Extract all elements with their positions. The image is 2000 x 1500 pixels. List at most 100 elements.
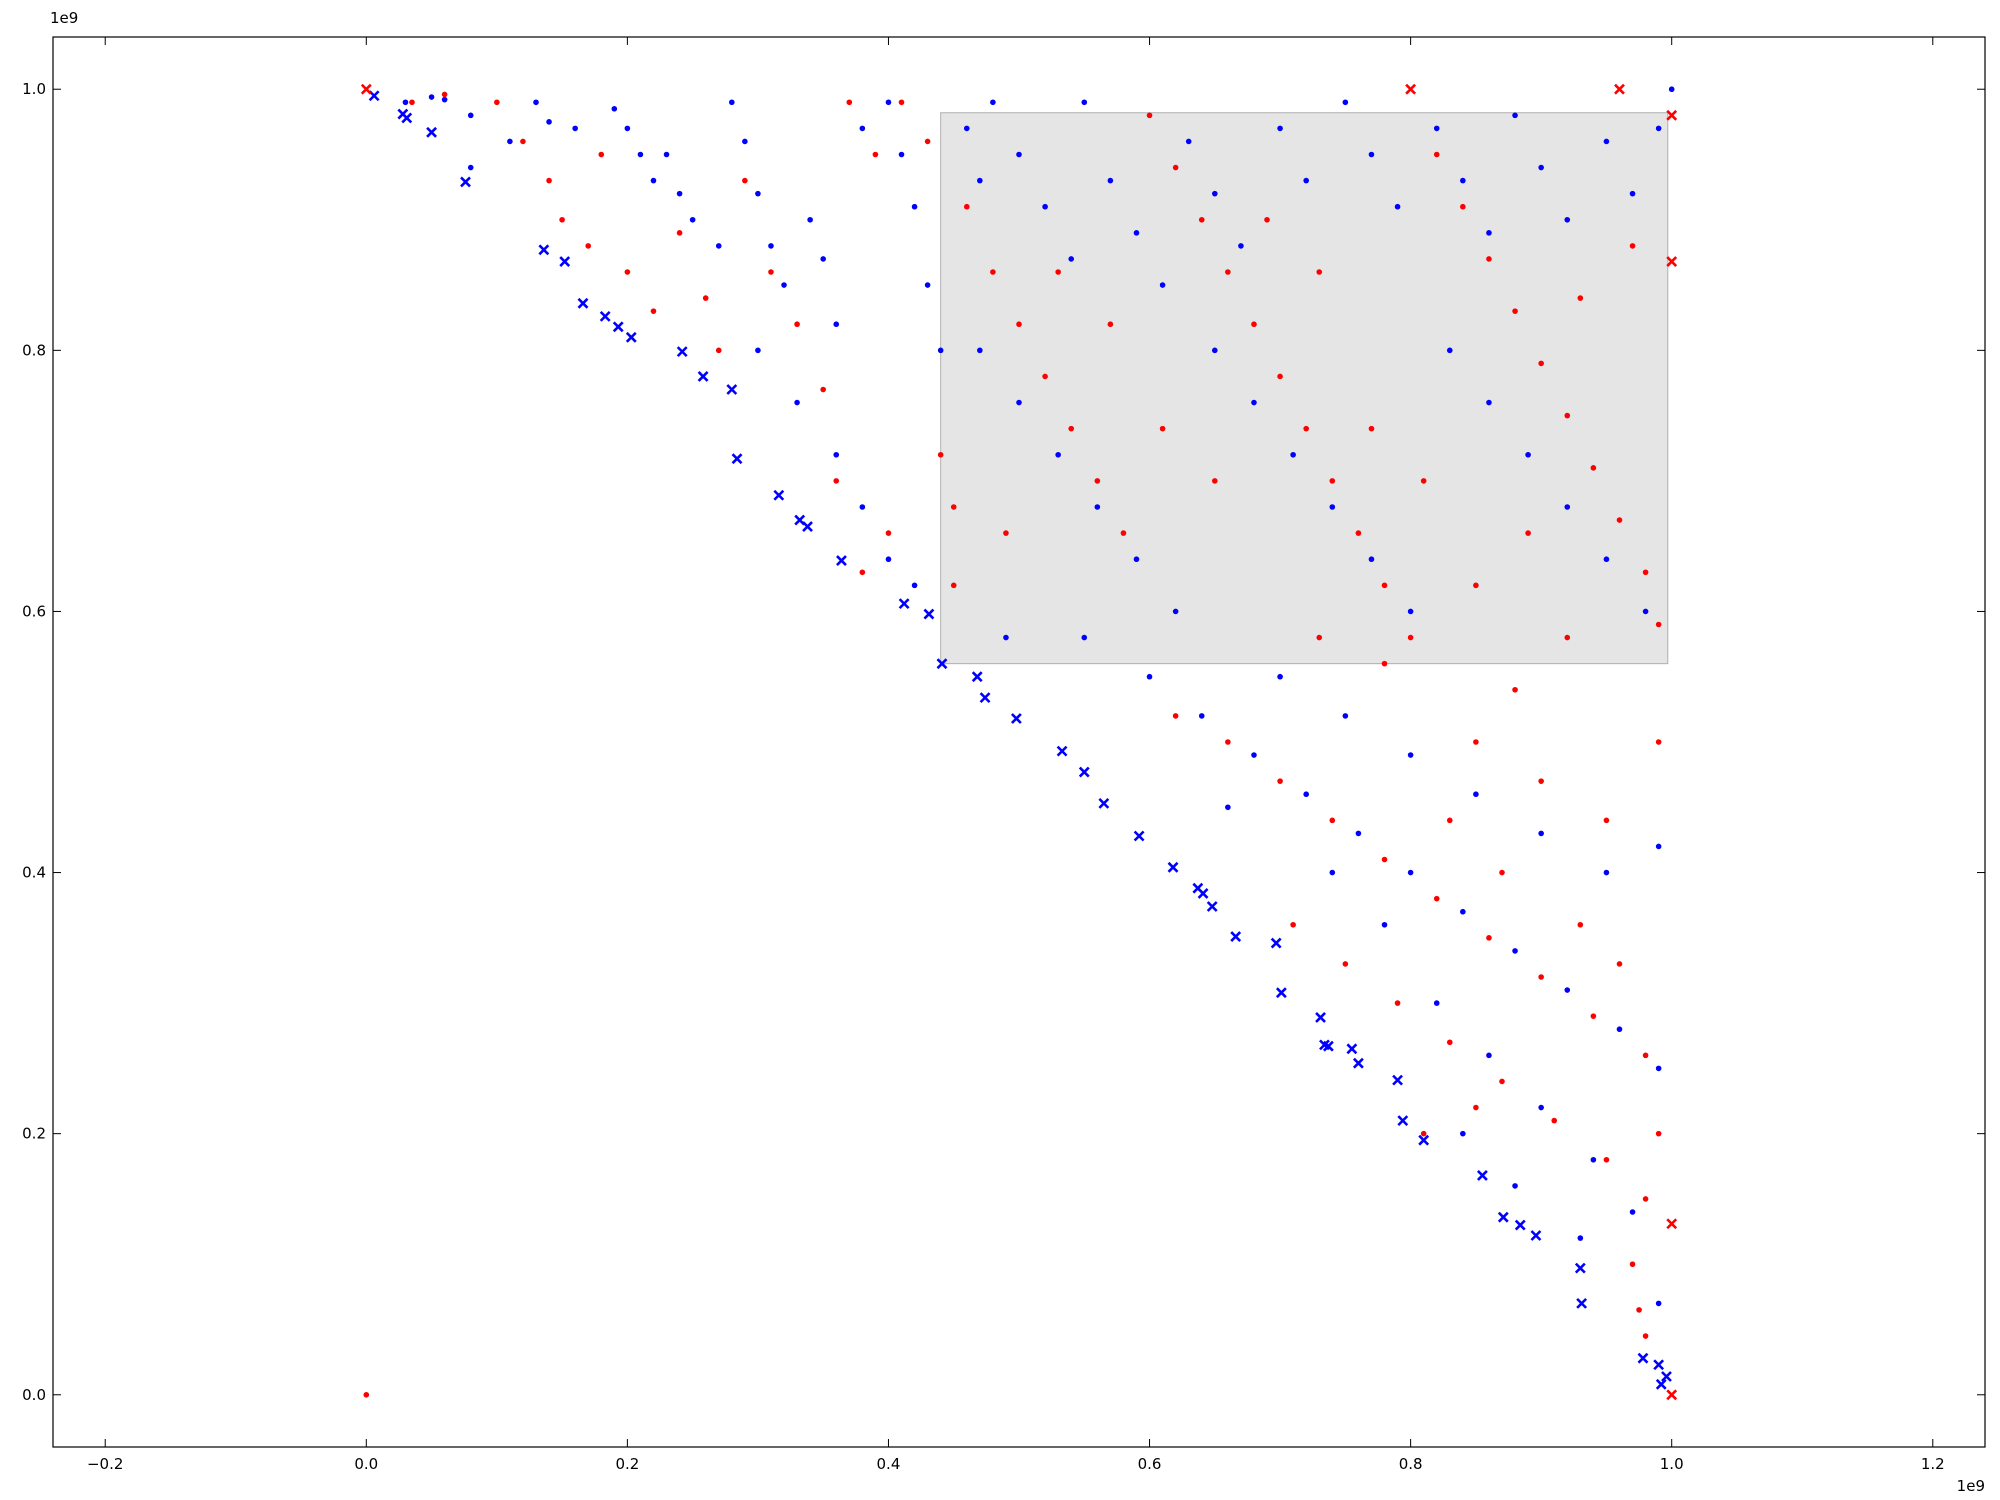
x-tick-label: 1.0 bbox=[1660, 1455, 1684, 1473]
data-point bbox=[911, 203, 918, 210]
axes-frame bbox=[52, 36, 1986, 1448]
data-point-x bbox=[676, 346, 688, 358]
data-point bbox=[624, 125, 631, 132]
data-point bbox=[1433, 895, 1440, 902]
data-point bbox=[1499, 869, 1505, 876]
data-point bbox=[755, 347, 761, 354]
data-point bbox=[794, 321, 800, 328]
data-point bbox=[1355, 830, 1362, 837]
data-point bbox=[546, 177, 552, 184]
data-point bbox=[1381, 856, 1388, 863]
data-point bbox=[1629, 190, 1636, 197]
data-point bbox=[650, 177, 657, 184]
data-point-x bbox=[1392, 1074, 1403, 1086]
data-point bbox=[820, 386, 826, 393]
data-point bbox=[1212, 478, 1218, 484]
data-point bbox=[1042, 373, 1048, 380]
data-point bbox=[1616, 1026, 1623, 1033]
data-point bbox=[1473, 791, 1479, 798]
data-point bbox=[1355, 530, 1362, 536]
data-point bbox=[742, 177, 748, 184]
data-point bbox=[1329, 817, 1336, 824]
data-point-x bbox=[936, 658, 948, 670]
data-point bbox=[1564, 504, 1571, 510]
data-point-x bbox=[1614, 83, 1625, 95]
data-point bbox=[1603, 1156, 1610, 1163]
data-point bbox=[872, 151, 879, 158]
data-point bbox=[1290, 451, 1296, 458]
data-point-x bbox=[1397, 1115, 1409, 1127]
data-point bbox=[1642, 1333, 1649, 1339]
data-point-x bbox=[460, 176, 471, 188]
data-point bbox=[1538, 164, 1544, 171]
data-point-x bbox=[979, 692, 991, 704]
data-point bbox=[1655, 1065, 1662, 1072]
data-point bbox=[1407, 608, 1414, 615]
data-point bbox=[1460, 177, 1466, 184]
data-point bbox=[402, 99, 409, 106]
data-point bbox=[1316, 269, 1323, 275]
data-point bbox=[1486, 230, 1492, 236]
data-point bbox=[1251, 399, 1257, 406]
data-point bbox=[1486, 256, 1492, 262]
data-point bbox=[1381, 660, 1388, 667]
data-point bbox=[1081, 99, 1088, 106]
y-tick-label: 0.6 bbox=[22, 602, 46, 620]
y-axis-ticks: 0.0 0.2 0.4 0.6 0.8 1.0 bbox=[22, 80, 1985, 1404]
data-point bbox=[1055, 269, 1061, 275]
data-point bbox=[1225, 804, 1231, 811]
x-tick-label: 0.2 bbox=[615, 1455, 639, 1473]
data-point bbox=[1460, 908, 1466, 915]
data-point bbox=[1238, 243, 1244, 249]
data-point bbox=[611, 106, 618, 112]
data-point bbox=[1642, 1052, 1649, 1059]
data-point bbox=[1003, 530, 1009, 536]
data-point-x bbox=[1197, 888, 1209, 899]
data-point-x bbox=[577, 297, 589, 309]
data-point bbox=[1655, 1300, 1662, 1307]
data-point-x bbox=[1574, 1262, 1586, 1274]
data-point bbox=[1172, 164, 1179, 171]
data-point bbox=[1290, 921, 1296, 928]
data-point bbox=[1172, 713, 1179, 719]
data-point bbox=[1420, 1130, 1427, 1137]
y-axis-offset-label: 1e9 bbox=[50, 9, 78, 27]
data-point-x bbox=[1133, 830, 1145, 842]
data-point bbox=[441, 91, 448, 98]
data-point bbox=[494, 99, 500, 106]
data-point bbox=[1251, 321, 1257, 328]
data-point bbox=[1225, 269, 1231, 275]
data-point-x bbox=[1418, 1134, 1430, 1146]
data-point bbox=[1055, 451, 1061, 458]
data-point-x bbox=[971, 671, 983, 683]
data-point bbox=[1159, 282, 1166, 288]
data-point-x bbox=[1655, 1378, 1667, 1390]
data-point bbox=[1551, 1117, 1558, 1124]
data-point bbox=[1433, 1000, 1440, 1006]
data-point bbox=[1133, 556, 1140, 563]
data-point bbox=[1603, 138, 1610, 145]
data-point bbox=[702, 295, 709, 301]
x-tick-label: 0.4 bbox=[877, 1455, 901, 1473]
data-point bbox=[1342, 713, 1349, 719]
data-point-x bbox=[1010, 713, 1022, 724]
data-point bbox=[1460, 203, 1466, 210]
data-point-x bbox=[1275, 987, 1287, 999]
data-point-x bbox=[773, 489, 785, 501]
data-point bbox=[977, 347, 983, 354]
data-point-x bbox=[426, 126, 437, 138]
data-point bbox=[885, 530, 892, 536]
data-point bbox=[1642, 1196, 1649, 1202]
highlight-region bbox=[940, 112, 1669, 665]
data-point bbox=[1525, 530, 1531, 536]
data-point bbox=[911, 582, 918, 589]
data-point-x bbox=[836, 555, 847, 566]
y-tick-label: 0.8 bbox=[22, 341, 46, 359]
data-point bbox=[1473, 1104, 1479, 1111]
data-point bbox=[1564, 634, 1571, 641]
data-point bbox=[1212, 190, 1218, 197]
data-point bbox=[1590, 465, 1597, 471]
highlight-region-layer bbox=[940, 112, 1669, 665]
data-point bbox=[885, 99, 892, 106]
data-point bbox=[650, 308, 657, 314]
